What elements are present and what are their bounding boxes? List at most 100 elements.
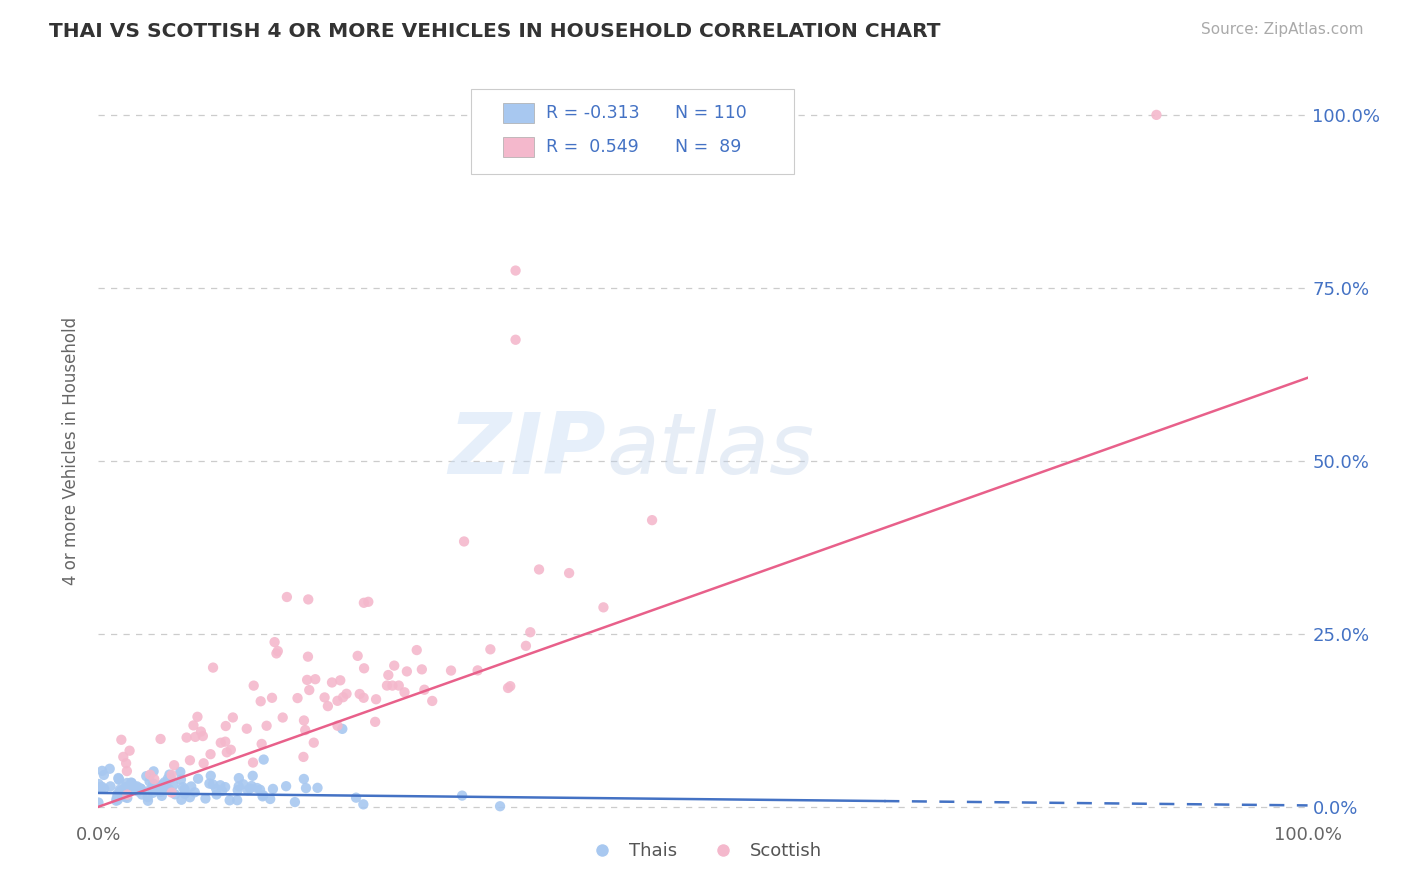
Point [152, 778, 174, 792]
Point [375, 679, 398, 693]
Point [105, 794, 128, 808]
Point [149, 779, 172, 793]
Point [252, 789, 274, 803]
Point [382, 658, 405, 673]
Point [100, 780, 122, 794]
Point [558, 566, 581, 580]
Point [295, 781, 318, 796]
Point [329, 673, 352, 688]
Point [172, 780, 194, 794]
Legend: Thais, Scottish: Thais, Scottish [576, 835, 830, 867]
Point [381, 679, 404, 693]
Point [112, 750, 135, 764]
Point [149, 780, 172, 795]
Text: R =  0.549: R = 0.549 [546, 138, 638, 156]
Point [157, 781, 180, 796]
Point [184, 785, 207, 799]
Point [451, 789, 474, 803]
Point [242, 756, 264, 770]
Point [1146, 108, 1168, 122]
Point [274, 779, 297, 793]
Point [211, 784, 233, 798]
Point [226, 793, 249, 807]
Point [519, 625, 541, 640]
Point [266, 647, 288, 661]
Text: N =  89: N = 89 [675, 138, 741, 156]
Point [120, 775, 142, 789]
Point [271, 710, 294, 724]
Point [236, 783, 259, 797]
Point [142, 781, 165, 796]
Point [201, 777, 224, 791]
Point [388, 679, 411, 693]
Point [105, 791, 128, 805]
Point [321, 675, 343, 690]
Point [98, 762, 121, 776]
Point [179, 753, 201, 767]
Point [107, 793, 129, 807]
Point [332, 690, 354, 705]
Point [115, 776, 138, 790]
Point [200, 747, 222, 762]
Point [150, 778, 173, 792]
Point [115, 764, 138, 778]
Point [287, 691, 309, 706]
Point [135, 769, 157, 783]
Point [149, 780, 172, 794]
Point [377, 668, 399, 682]
Point [193, 756, 215, 771]
Point [149, 785, 172, 799]
Point [326, 694, 349, 708]
Point [292, 750, 315, 764]
Point [107, 772, 129, 786]
Point [496, 681, 519, 695]
Point [115, 756, 138, 771]
Point [242, 679, 264, 693]
Point [125, 780, 148, 794]
Point [129, 782, 152, 797]
Point [150, 783, 173, 797]
Point [173, 782, 195, 797]
Point [420, 694, 443, 708]
Point [142, 786, 165, 800]
Point [240, 779, 263, 793]
Point [159, 767, 181, 781]
Point [228, 771, 250, 785]
Point [160, 768, 183, 782]
Point [153, 780, 176, 795]
Point [489, 799, 512, 814]
Point [453, 534, 475, 549]
Point [118, 781, 141, 796]
Point [90, 780, 112, 794]
Point [262, 781, 284, 796]
Point [505, 333, 527, 347]
Point [246, 780, 269, 795]
Point [117, 791, 139, 805]
Point [125, 780, 148, 794]
Point [260, 690, 283, 705]
Point [107, 787, 129, 801]
Point [139, 782, 162, 797]
Point [205, 788, 228, 802]
Point [142, 764, 165, 779]
Point [156, 772, 179, 786]
Point [187, 772, 209, 786]
Point [284, 795, 307, 809]
Point [413, 682, 436, 697]
Point [499, 679, 522, 693]
Point [114, 780, 136, 794]
Point [143, 772, 166, 787]
Point [128, 782, 150, 797]
Point [149, 731, 172, 746]
Point [129, 781, 152, 796]
Point [214, 780, 236, 794]
Point [353, 661, 375, 675]
Point [190, 724, 212, 739]
Point [169, 764, 191, 779]
Point [215, 745, 238, 759]
Point [353, 690, 375, 705]
Point [267, 644, 290, 658]
Point [174, 786, 197, 800]
Point [91, 764, 114, 778]
Point [90, 781, 112, 796]
